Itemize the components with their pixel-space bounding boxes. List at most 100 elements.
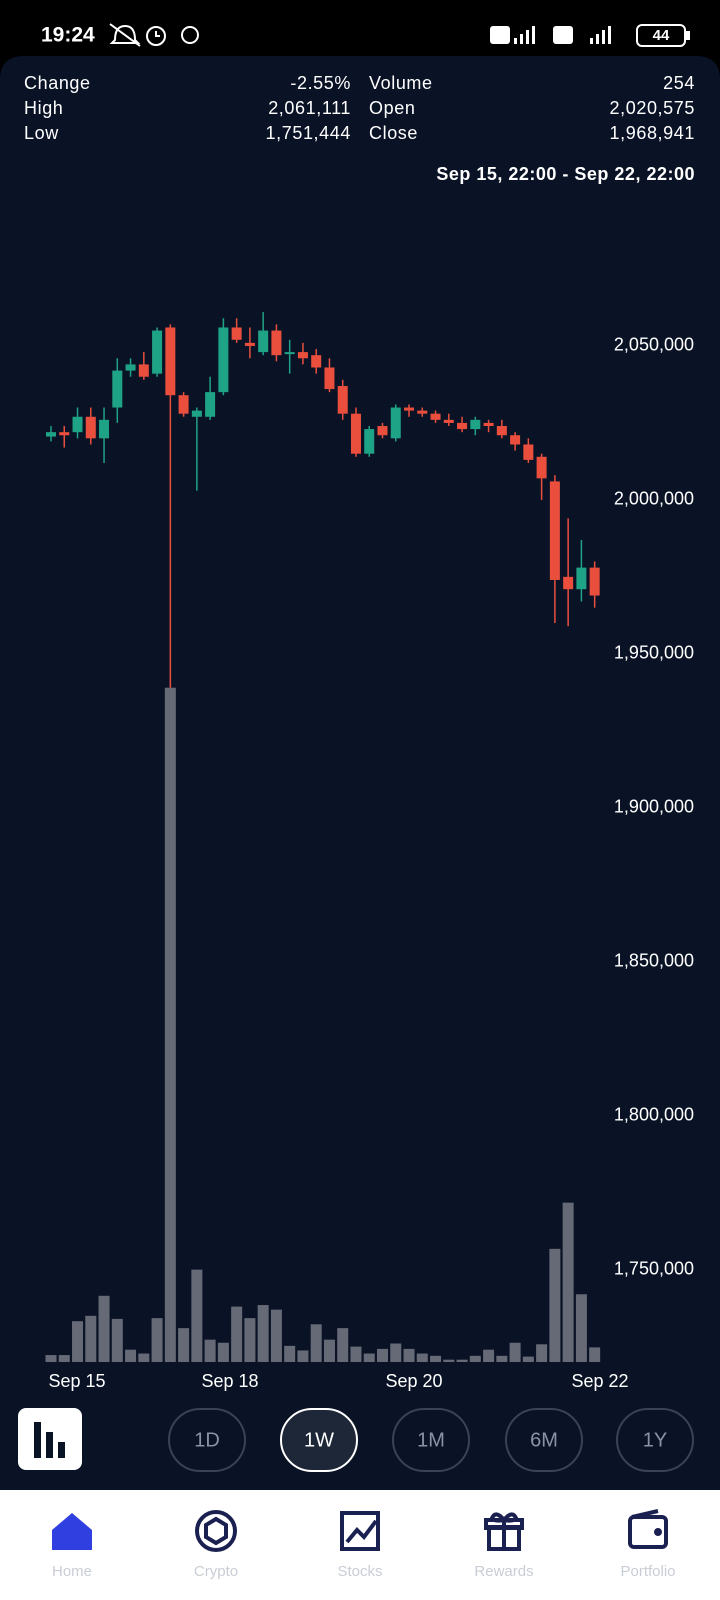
range-button-label: 1Y <box>643 1429 667 1451</box>
range-button[interactable] <box>392 1408 470 1472</box>
stocks-icon <box>340 1511 380 1551</box>
candle-body <box>430 413 441 420</box>
volume-bar <box>323 1339 335 1362</box>
status-icons <box>109 23 199 47</box>
candle-body <box>589 567 600 596</box>
volume-bar <box>469 1355 481 1362</box>
candle-body <box>496 426 507 436</box>
battery <box>636 24 686 47</box>
volume-bar <box>164 687 176 1362</box>
y-tick-label: 2,050,000 <box>614 335 694 355</box>
summary-label: Close <box>369 123 418 143</box>
summary-value: 1,751,444 <box>266 123 351 143</box>
volume-bar <box>390 1343 402 1362</box>
y-tick-label: 1,800,000 <box>614 1104 694 1124</box>
chart-type-icon <box>34 1422 65 1458</box>
volume-bar <box>456 1359 468 1362</box>
candle-body <box>112 370 123 408</box>
volume-bar <box>416 1353 428 1362</box>
volume-bar <box>284 1345 296 1362</box>
volume-bar <box>85 1315 97 1362</box>
nav-item[interactable] <box>300 1495 420 1595</box>
candle-body <box>178 395 189 414</box>
candle-body <box>549 481 560 580</box>
y-tick-label: 1,950,000 <box>614 643 694 663</box>
home-icon <box>52 1513 92 1550</box>
candle-body <box>404 407 415 411</box>
volume-bar <box>270 1309 282 1362</box>
candle-body <box>483 422 494 426</box>
candle-body <box>271 330 282 356</box>
date-range: Sep 15, 22:00 - Sep 22, 22:00 <box>436 164 695 184</box>
crypto-icon <box>195 1510 237 1552</box>
volume-bar <box>231 1306 243 1362</box>
y-tick-label: 1,850,000 <box>614 950 694 970</box>
volume-bar <box>204 1339 216 1362</box>
summary-label: High <box>24 98 63 118</box>
candle-body <box>231 327 242 340</box>
range-button[interactable] <box>168 1408 246 1472</box>
range-button-label: 1W <box>304 1429 334 1451</box>
nav-label: Portfolio <box>620 1563 675 1580</box>
volume-bar <box>589 1347 601 1362</box>
candle-body <box>417 410 428 414</box>
candle-body <box>364 429 375 454</box>
candle-body <box>165 327 176 396</box>
x-tick-label: Sep 20 <box>385 1371 442 1391</box>
candle-body <box>576 567 587 590</box>
y-tick-label: 2,000,000 <box>614 489 694 509</box>
volume-bar <box>151 1318 163 1362</box>
candle-body <box>59 432 70 436</box>
candle-body <box>523 444 534 460</box>
range-button[interactable] <box>505 1408 583 1472</box>
candle-body <box>390 407 401 439</box>
nav-label: Home <box>52 1563 92 1580</box>
summary-label: Open <box>369 98 415 118</box>
nav-label: Rewards <box>474 1563 533 1580</box>
volume-bar <box>337 1328 349 1362</box>
nav-icons <box>52 1509 668 1552</box>
summary-value: 1,968,941 <box>610 123 695 143</box>
candle-body <box>457 422 468 430</box>
nav-bar <box>0 1490 720 1600</box>
nav-label: Crypto <box>194 1563 238 1580</box>
summary-value: 2,061,111 <box>268 98 351 118</box>
candle-body <box>152 330 163 374</box>
volume-bar <box>575 1294 587 1362</box>
volume-bar <box>72 1321 84 1362</box>
range-button[interactable] <box>616 1408 694 1472</box>
volume-bar <box>562 1202 574 1362</box>
candle-body <box>311 355 322 368</box>
volume-bar <box>98 1295 110 1362</box>
range-button[interactable] <box>280 1408 358 1472</box>
candle-body <box>536 456 547 479</box>
volume-bar <box>178 1328 190 1362</box>
candle-body <box>244 342 255 346</box>
signal-icons <box>490 26 611 44</box>
rewards-icon <box>484 1512 524 1551</box>
volume-bar <box>350 1346 362 1362</box>
volume-bar <box>217 1342 229 1362</box>
candle-body <box>284 352 295 355</box>
summary-label: Change <box>24 73 91 93</box>
candle-body <box>99 419 110 439</box>
volume-bar <box>522 1356 534 1362</box>
candle-body <box>563 576 574 590</box>
y-tick-label: 1,900,000 <box>614 797 694 817</box>
candle-body <box>218 327 229 393</box>
summary-label: Volume <box>369 73 433 93</box>
range-button-label: 1D <box>194 1429 220 1451</box>
x-tick-label: Sep 15 <box>48 1371 105 1391</box>
candle-body <box>350 413 361 454</box>
candle-body <box>470 419 481 430</box>
candle-body <box>510 435 521 445</box>
summary-value: -2.55% <box>290 73 351 93</box>
candle-body <box>125 364 136 371</box>
candle-body <box>205 392 216 417</box>
volume-bar <box>111 1318 123 1362</box>
range-button-label: 6M <box>530 1429 558 1451</box>
volume-bar <box>403 1348 415 1362</box>
candle-body <box>443 419 454 423</box>
volume-bar <box>443 1359 455 1362</box>
